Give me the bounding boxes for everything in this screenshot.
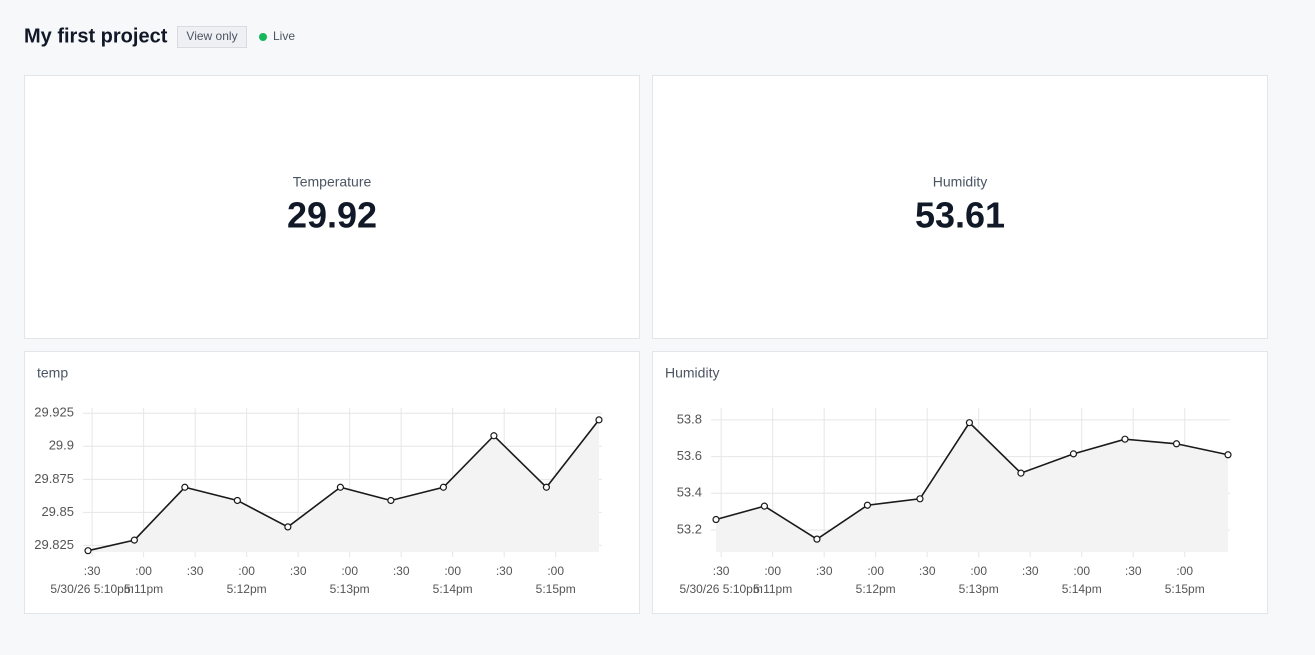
point: [233, 496, 241, 505]
x-tick-label: :00: [1073, 564, 1090, 578]
x-tick-label: :30: [393, 564, 410, 578]
point: [1172, 440, 1181, 448]
widget-value: 53.61: [915, 195, 1005, 236]
x-tick-label: :00: [867, 564, 884, 578]
point: [181, 483, 189, 491]
x-tick-label: 5:11pm: [124, 582, 163, 596]
x-tick-label: 5:12pm: [227, 582, 267, 596]
x-tick-label: 5:15pm: [1165, 582, 1205, 596]
point: [439, 483, 448, 491]
x-tick-label: :00: [970, 564, 987, 578]
point: [760, 502, 769, 510]
x-tick-label: 5:14pm: [433, 582, 473, 596]
point: [863, 501, 872, 509]
y-tick-label: 29.925: [34, 405, 74, 420]
point: [387, 496, 395, 505]
x-tick-label: :30: [187, 564, 204, 578]
point: [1069, 450, 1078, 458]
x-tick-label: :30: [713, 564, 730, 578]
x-tick-label: 5:12pm: [856, 582, 896, 596]
point: [595, 416, 603, 424]
chart-panel: Humidity 53.2 53.4 53.6 53.8 :30 :00 :30 :00 :30:…: [652, 351, 1268, 614]
widget-label: Temperature: [293, 174, 372, 190]
x-tick-label: :00: [547, 564, 564, 578]
x-tick-label: :00: [238, 564, 255, 578]
point: [490, 432, 498, 440]
point: [965, 419, 974, 427]
x-tick-label: :00: [1176, 564, 1193, 578]
point: [712, 515, 720, 524]
x-tick-label: 5/30/26 5:10pm: [50, 582, 133, 596]
project-title: My first project: [24, 25, 168, 47]
x-tick-label: :30: [1022, 564, 1039, 578]
widget-panel: [24, 75, 640, 339]
y-tick-label: 29.875: [34, 471, 74, 486]
x-tick-label: :30: [816, 564, 833, 578]
y-tick-label: 53.2: [677, 521, 702, 536]
x-tick-label: 5:15pm: [536, 582, 576, 596]
x-tick-label: 5:13pm: [330, 582, 370, 596]
x-tick-label: :30: [290, 564, 307, 578]
chart-panel: temp 29.825 29.85 29.875 29.9 29.925 :30 :00 :30…: [24, 351, 640, 614]
widget-label: Humidity: [933, 174, 987, 190]
x-tick-label: :00: [444, 564, 461, 578]
point: [916, 495, 924, 503]
x-tick-label: :30: [919, 564, 936, 578]
y-tick-label: 53.6: [677, 448, 702, 463]
point: [1017, 469, 1025, 477]
x-tick-label: 5:11pm: [753, 582, 792, 596]
x-tick-label: 5/30/26 5:10pm: [679, 582, 762, 596]
live-dot: [259, 33, 267, 41]
x-tick-label: :30: [84, 564, 101, 578]
point: [336, 483, 344, 491]
badge: View only: [186, 29, 237, 43]
chart-title: temp: [37, 365, 68, 381]
y-tick-label: 29.825: [34, 537, 74, 552]
y-tick-label: 29.85: [41, 504, 74, 519]
area: [716, 422, 1228, 552]
x-tick-label: :00: [764, 564, 781, 578]
x-tick-label: :00: [341, 564, 358, 578]
widget-value: 29.92: [287, 195, 377, 236]
point: [1121, 435, 1129, 443]
x-tick-label: 5:14pm: [1062, 582, 1102, 596]
x-tick-label: :30: [1125, 564, 1142, 578]
point: [84, 547, 92, 555]
chart-title: Humidity: [665, 365, 719, 381]
y-tick-label: 53.4: [677, 485, 702, 500]
badge-box: [177, 26, 247, 48]
point: [813, 535, 821, 543]
x-tick-label: :30: [496, 564, 513, 578]
y-tick-label: 29.9: [49, 438, 74, 453]
widget-panel: [652, 75, 1268, 339]
point: [542, 483, 551, 491]
status: Live: [273, 29, 295, 43]
point: [284, 523, 292, 531]
x-tick-label: :00: [135, 564, 152, 578]
area: [88, 419, 599, 552]
x-tick-label: 5:13pm: [959, 582, 999, 596]
point: [1224, 451, 1232, 459]
y-tick-label: 53.8: [677, 411, 702, 426]
point: [130, 536, 138, 544]
